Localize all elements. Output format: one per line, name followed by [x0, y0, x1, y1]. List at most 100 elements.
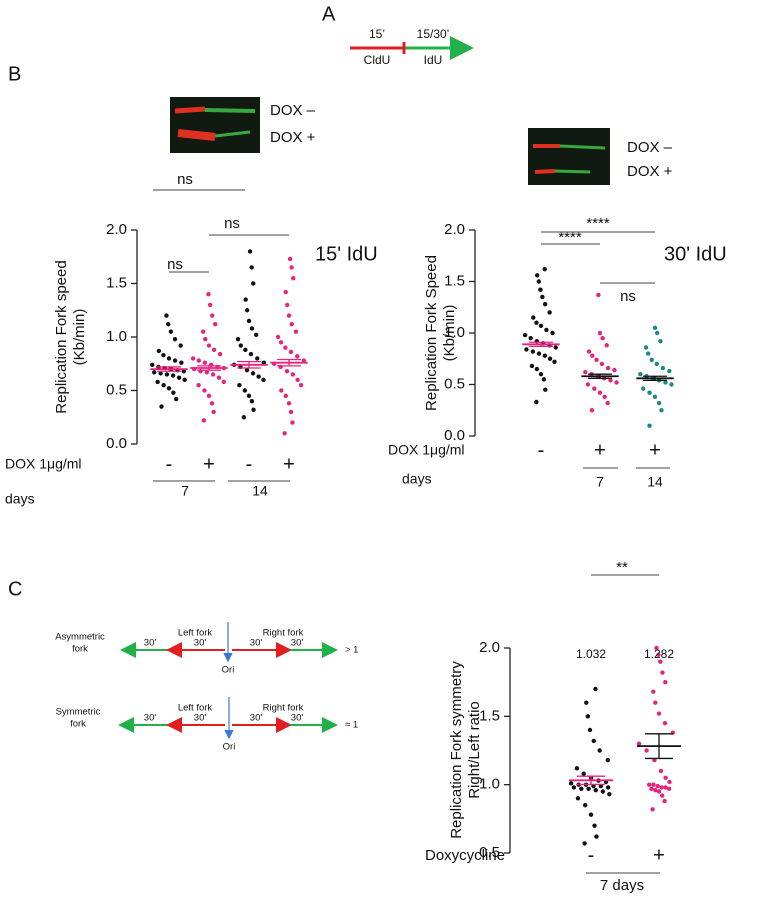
group-label: 7 days: [600, 877, 644, 894]
data-point: [249, 326, 255, 331]
category-label: -: [246, 453, 253, 475]
data-point: [243, 297, 248, 302]
y-tick-label: 0.5: [106, 381, 127, 398]
data-point: [586, 349, 592, 354]
data-point: [644, 748, 649, 753]
label: Left fork: [178, 628, 213, 639]
data-point: [181, 369, 187, 374]
data-point: [662, 798, 667, 804]
data-point: [574, 766, 580, 771]
significance-label: ns: [224, 215, 240, 232]
y-tick-label: 1.0: [106, 328, 127, 345]
data-point: [583, 369, 588, 375]
y-tick-label: 0.5: [479, 844, 500, 861]
y-tick-label: 2.0: [106, 221, 127, 238]
data-point: [237, 382, 242, 388]
row-label: DOX 1μg/ml: [388, 442, 465, 458]
panel-letter: C: [8, 578, 22, 600]
category-label: -: [588, 844, 595, 866]
y-tick-label: 1.0: [479, 776, 500, 793]
y-tick-label: 0.0: [444, 427, 465, 444]
data-point: [200, 329, 206, 334]
data-point: [235, 336, 241, 342]
label: Asymmetric: [55, 632, 105, 643]
data-point: [553, 345, 558, 350]
annotation: 30' IdU: [664, 243, 727, 265]
data-point: [279, 388, 284, 393]
data-point: [587, 727, 593, 733]
data-point: [261, 377, 266, 382]
data-point: [667, 779, 672, 785]
data-point: [286, 401, 292, 406]
y-tick-label: 1.5: [106, 274, 127, 291]
data-point: [667, 368, 672, 374]
y-tick-label: 1.5: [444, 272, 465, 289]
row-label: days: [402, 471, 432, 487]
data-point: [301, 358, 307, 363]
label: 30': [194, 713, 207, 724]
data-point: [298, 382, 304, 388]
data-point: [641, 386, 646, 391]
data-point: [538, 287, 543, 292]
significance-label: **: [616, 559, 628, 576]
panel-letter: B: [8, 63, 21, 85]
data-point: [663, 775, 668, 781]
data-point: [211, 409, 216, 415]
data-point: [161, 352, 166, 358]
data-point: [178, 343, 183, 348]
data-point: [168, 329, 174, 334]
data-point: [658, 768, 664, 774]
image-label: DOX –: [627, 139, 673, 156]
data-point: [164, 372, 170, 377]
label: Ori: [222, 665, 235, 676]
data-point: [156, 348, 162, 354]
data-point: [282, 431, 287, 436]
data-point: [291, 275, 296, 281]
data-point: [585, 714, 591, 719]
data-point: [255, 356, 260, 361]
data-point: [246, 318, 252, 324]
data-point: [599, 361, 605, 367]
data-point: [541, 377, 547, 382]
data-point: [605, 400, 610, 406]
data-point: [159, 404, 164, 409]
data-point: [650, 807, 655, 812]
fiber: [559, 144, 606, 150]
data-point: [614, 380, 619, 385]
data-point: [241, 415, 247, 420]
data-point: [275, 334, 281, 340]
label: 30': [194, 638, 207, 649]
y-axis-label: Replication Fork symmetry: [448, 661, 465, 839]
label: 30': [291, 713, 304, 724]
data-point: [155, 379, 160, 385]
data-point: [594, 834, 599, 839]
data-point: [211, 347, 217, 353]
data-point: [206, 393, 212, 399]
y-tick-label: 0.5: [444, 375, 465, 392]
category-label: +: [653, 844, 665, 866]
data-point: [588, 812, 594, 817]
data-point: [172, 336, 178, 342]
data-point: [293, 329, 299, 334]
data-point: [653, 700, 658, 705]
data-point: [651, 782, 656, 787]
data-point: [600, 789, 606, 794]
data-point: [612, 367, 617, 373]
annotation: 15' IdU: [315, 243, 378, 265]
group-label: 7: [181, 483, 189, 499]
data-point: [290, 372, 296, 377]
data-point: [216, 375, 222, 380]
data-point: [207, 302, 213, 308]
label: > 1: [345, 645, 358, 656]
significance-label: ns: [167, 256, 183, 273]
y-axis-label: (Kb/min): [441, 305, 458, 362]
label: fork: [70, 719, 86, 730]
data-point: [589, 408, 595, 413]
y-axis-label: (Kb/min): [71, 309, 88, 366]
y-axis-label: Right/Left ratio: [466, 701, 483, 799]
data-point: [600, 335, 605, 341]
data-point: [536, 279, 541, 284]
data-point: [536, 351, 542, 356]
data-point: [182, 377, 187, 382]
data-point: [652, 325, 658, 331]
